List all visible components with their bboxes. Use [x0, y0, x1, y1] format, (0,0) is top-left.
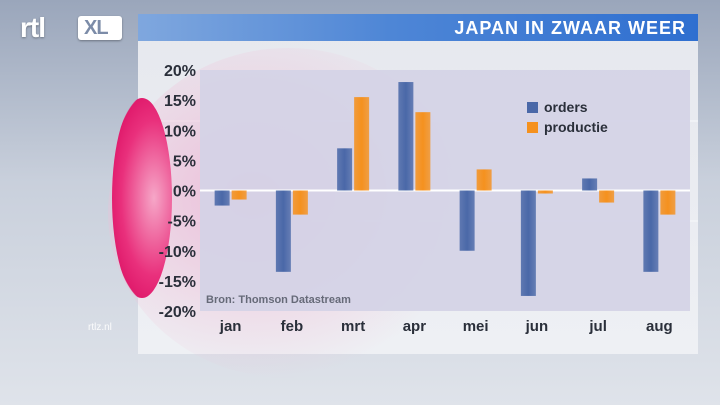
logo-xl-text: XL: [84, 17, 109, 39]
x-tick-label: jun: [525, 318, 549, 335]
bar-orders-apr: [398, 82, 414, 191]
bar-orders-aug: [643, 190, 659, 272]
legend-swatch-productie: [527, 122, 538, 133]
logo-xl-badge: XL: [78, 16, 122, 40]
bar-productie-feb: [292, 190, 308, 215]
bar-productie-jul: [599, 190, 615, 203]
y-tick-label: -10%: [159, 244, 196, 261]
y-tick-label: -15%: [159, 274, 196, 291]
bar-orders-jul: [582, 178, 598, 191]
x-tick-label: aug: [646, 318, 673, 335]
bar-orders-mei: [459, 190, 475, 251]
bar-productie-apr: [415, 112, 431, 191]
site-watermark: rtlz.nl: [88, 322, 112, 333]
legend-label-orders: orders: [544, 99, 588, 115]
bar-productie-aug: [660, 190, 676, 215]
bar-productie-jan: [231, 190, 247, 200]
x-tick-label: apr: [403, 318, 427, 335]
y-tick-label: 5%: [173, 153, 196, 170]
x-tick-label: jan: [219, 318, 242, 335]
source-note: Bron: Thomson Datastream: [206, 294, 351, 306]
y-tick-label: 10%: [164, 123, 196, 140]
x-tick-label: jul: [588, 318, 607, 335]
bar-orders-feb: [275, 190, 291, 272]
bar-orders-jun: [520, 190, 536, 296]
bar-orders-jan: [214, 190, 230, 206]
x-tick-label: feb: [281, 318, 304, 335]
bar-productie-mrt: [354, 97, 370, 191]
y-tick-label: 0%: [173, 184, 196, 201]
bar-productie-jun: [537, 190, 553, 194]
y-tick-label: -5%: [168, 214, 196, 231]
x-tick-label: mei: [463, 318, 489, 335]
y-tick-label: -20%: [159, 304, 196, 321]
x-tick-label: mrt: [341, 318, 365, 335]
title-bar: JAPAN IN ZWAAR WEER: [138, 14, 698, 41]
legend-swatch-orders: [527, 102, 538, 113]
bar-orders-mrt: [337, 148, 353, 191]
logo-rtl-text: rtl: [20, 12, 46, 43]
y-tick-label: 20%: [164, 63, 196, 80]
legend-label-productie: productie: [544, 119, 608, 135]
bar-productie-mei: [476, 169, 492, 191]
rtl-xl-logo: rtl XL: [20, 12, 130, 46]
pink-arc-decoration: [112, 98, 172, 298]
chart-title: JAPAN IN ZWAAR WEER: [454, 18, 686, 38]
y-tick-label: 15%: [164, 93, 196, 110]
